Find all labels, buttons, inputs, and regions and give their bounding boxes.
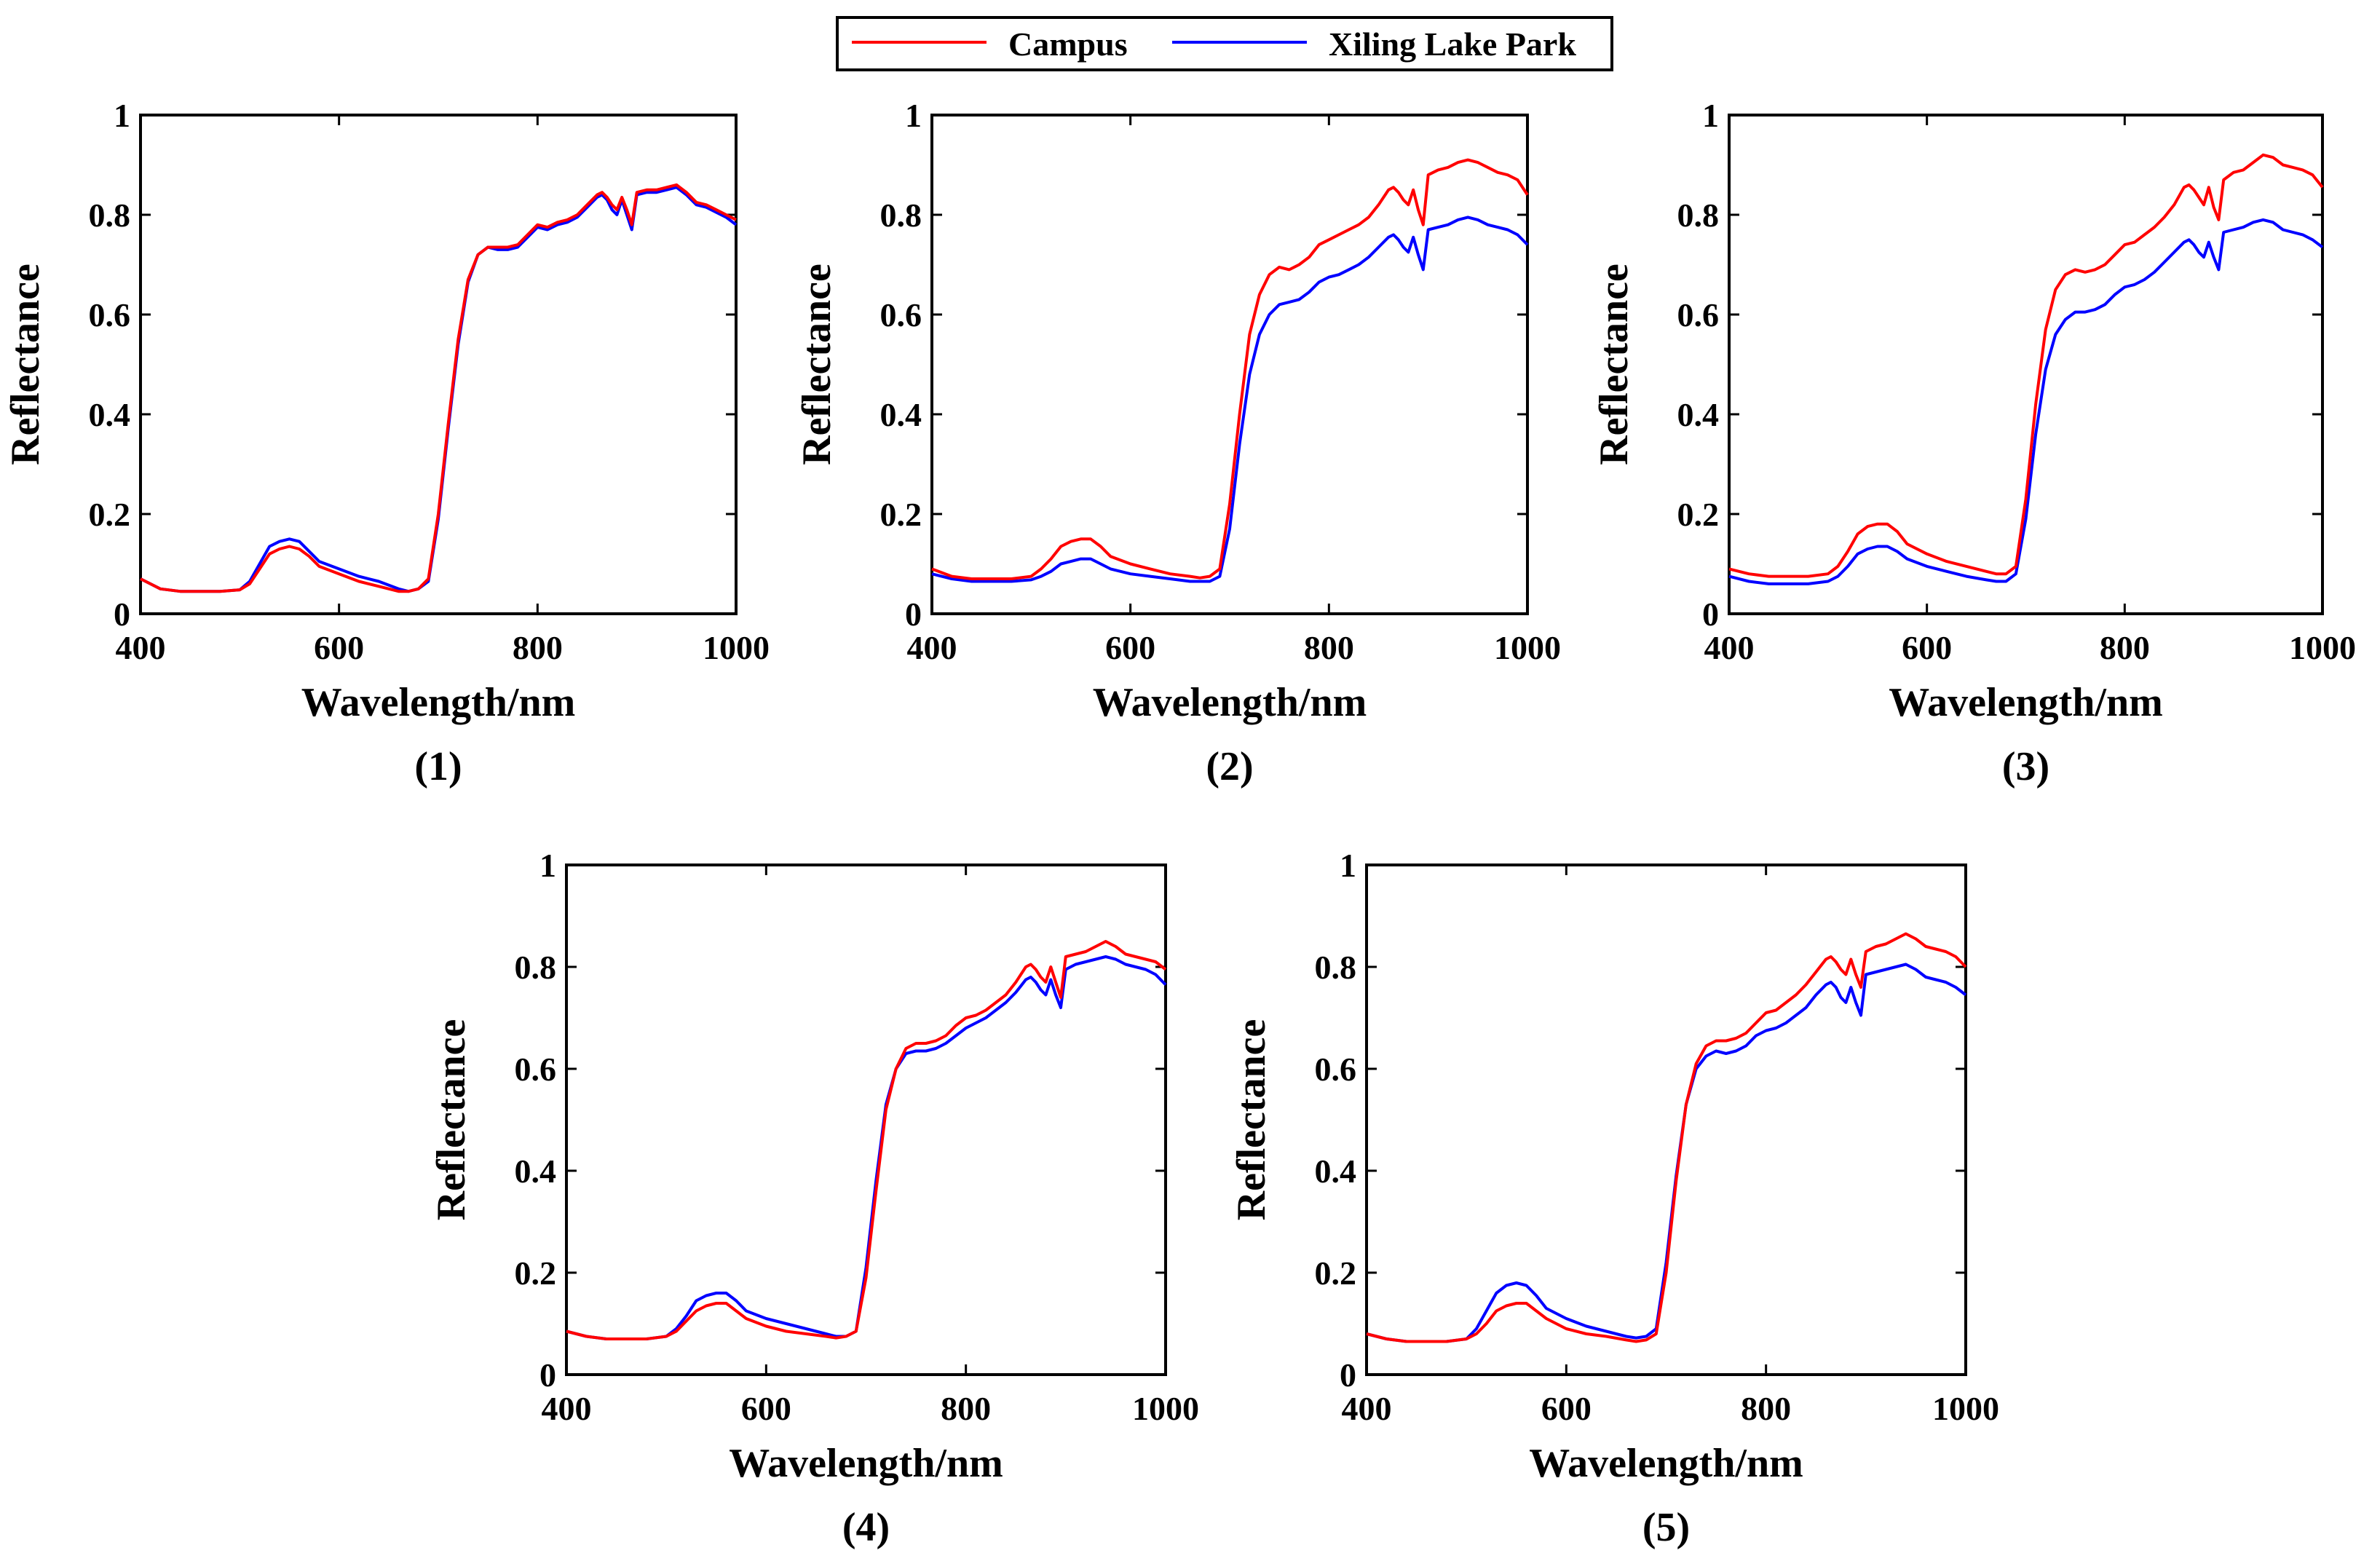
- chart-panel-5: 0 0.2 0.4 0.6 0.8 1 400 600 800 1000 Wavelength/nm…: [1229, 847, 1999, 1550]
- y-tick-label: 0.8: [515, 949, 557, 986]
- plot-area-frame: [1365, 864, 1967, 1376]
- panel-label: (3): [2002, 744, 2049, 789]
- y-tick-label: 0.2: [1677, 496, 1720, 533]
- y-tick-label: 0.4: [1315, 1153, 1357, 1190]
- y-tick-label: 0.4: [880, 396, 922, 433]
- y-tick-label: 0.6: [1315, 1051, 1357, 1088]
- x-tick-label: 1000: [1932, 1390, 1999, 1427]
- plot-area-frame: [1728, 114, 2324, 615]
- y-axis-label: Reflectance: [1229, 1019, 1274, 1221]
- y-axis-label: Reflectance: [429, 1019, 474, 1221]
- legend: Campus Xiling Lake Park: [836, 16, 1613, 71]
- series-line-campus: [1728, 153, 2324, 578]
- chart-panel-1: 0 0.2 0.4 0.6 0.8 1 400 600 800 1000 Wavelength/nm…: [3, 97, 770, 789]
- y-tick-label: 0.4: [1677, 396, 1720, 433]
- x-tick-label: 600: [1105, 629, 1155, 666]
- series-line-campus: [931, 158, 1529, 580]
- series-line-xiling-lake-park: [140, 186, 738, 593]
- chart-panel-3: 0 0.2 0.4 0.6 0.8 1 400 600 800 1000 Wavelength/nm…: [1592, 97, 2356, 789]
- panel-label: (2): [1206, 744, 1253, 789]
- y-tick-label: 1: [905, 97, 922, 134]
- panel-label: (5): [1642, 1505, 1690, 1550]
- x-tick-label: 600: [741, 1390, 791, 1427]
- y-axis-label: Reflectance: [3, 264, 48, 465]
- x-tick-label: 800: [2100, 629, 2150, 666]
- x-tick-label: 400: [907, 629, 957, 666]
- series-line-campus: [566, 940, 1167, 1340]
- plot-area-frame: [139, 114, 738, 615]
- y-tick-label: 0.4: [89, 396, 131, 433]
- series-line-campus: [1366, 932, 1967, 1343]
- x-tick-label: 1000: [1132, 1390, 1199, 1427]
- x-axis-label: Wavelength/nm: [301, 680, 575, 725]
- y-tick-label: 0: [1340, 1356, 1356, 1394]
- x-tick-label: 400: [116, 629, 166, 666]
- series-line-xiling-lake-park: [1728, 218, 2324, 585]
- x-tick-label: 800: [1741, 1390, 1791, 1427]
- plot-area-frame: [565, 864, 1167, 1376]
- x-tick-label: 600: [314, 629, 364, 666]
- x-axis-label: Wavelength/nm: [1889, 680, 2162, 725]
- y-tick-label: 0: [905, 596, 922, 633]
- y-tick-label: 0.8: [89, 197, 131, 234]
- x-tick-label: 1000: [703, 629, 770, 666]
- y-tick-label: 0.2: [89, 496, 131, 533]
- y-tick-label: 0.8: [880, 197, 922, 234]
- panel-label: (4): [842, 1505, 890, 1550]
- y-tick-label: 0: [114, 596, 130, 633]
- y-axis-label: Reflectance: [1592, 264, 1637, 465]
- x-axis-label: Wavelength/nm: [729, 1441, 1003, 1486]
- x-tick-label: 1000: [1494, 629, 1561, 666]
- x-tick-label: 400: [542, 1390, 592, 1427]
- x-tick-label: 600: [1541, 1390, 1592, 1427]
- y-tick-label: 0.4: [515, 1153, 557, 1190]
- x-tick-label: 800: [1304, 629, 1354, 666]
- series-line-xiling-lake-park: [566, 955, 1167, 1340]
- y-tick-label: 0: [1702, 596, 1719, 633]
- y-tick-label: 1: [114, 97, 130, 134]
- y-tick-label: 0.2: [880, 496, 922, 533]
- x-tick-label: 400: [1704, 629, 1755, 666]
- x-tick-label: 800: [941, 1390, 991, 1427]
- y-axis-label: Reflectance: [794, 264, 839, 465]
- y-tick-label: 0.6: [515, 1051, 557, 1088]
- series-line-campus: [140, 183, 737, 593]
- x-axis-label: Wavelength/nm: [1093, 680, 1367, 725]
- chart-panel-2: 0 0.2 0.4 0.6 0.8 1 400 600 800 1000 Wavelength/nm…: [794, 97, 1561, 789]
- legend-label-xiling: Xiling Lake Park: [1329, 25, 1576, 63]
- x-tick-label: 1000: [2289, 629, 2356, 666]
- y-tick-label: 0.2: [1315, 1254, 1357, 1292]
- y-tick-label: 1: [1702, 97, 1719, 134]
- series-line-xiling-lake-park: [1366, 963, 1967, 1343]
- x-tick-label: 600: [1902, 629, 1952, 666]
- y-tick-label: 0.2: [515, 1254, 557, 1292]
- y-tick-label: 0.8: [1315, 949, 1357, 986]
- y-tick-label: 0.8: [1677, 197, 1720, 234]
- panel-label: (1): [414, 744, 462, 789]
- legend-label-campus: Campus: [1008, 25, 1128, 63]
- x-axis-label: Wavelength/nm: [1529, 1441, 1803, 1486]
- y-tick-label: 0.6: [1677, 296, 1720, 333]
- y-tick-label: 1: [1340, 847, 1356, 884]
- y-tick-label: 0.6: [89, 296, 131, 333]
- y-tick-label: 0: [539, 1356, 556, 1394]
- y-tick-label: 1: [539, 847, 556, 884]
- plot-area-frame: [930, 114, 1529, 615]
- x-tick-label: 800: [513, 629, 563, 666]
- x-tick-label: 400: [1342, 1390, 1392, 1427]
- series-line-xiling-lake-park: [931, 216, 1529, 583]
- y-tick-label: 0.6: [880, 296, 922, 333]
- chart-panel-4: 0 0.2 0.4 0.6 0.8 1 400 600 800 1000 Wavelength/nm…: [429, 847, 1199, 1550]
